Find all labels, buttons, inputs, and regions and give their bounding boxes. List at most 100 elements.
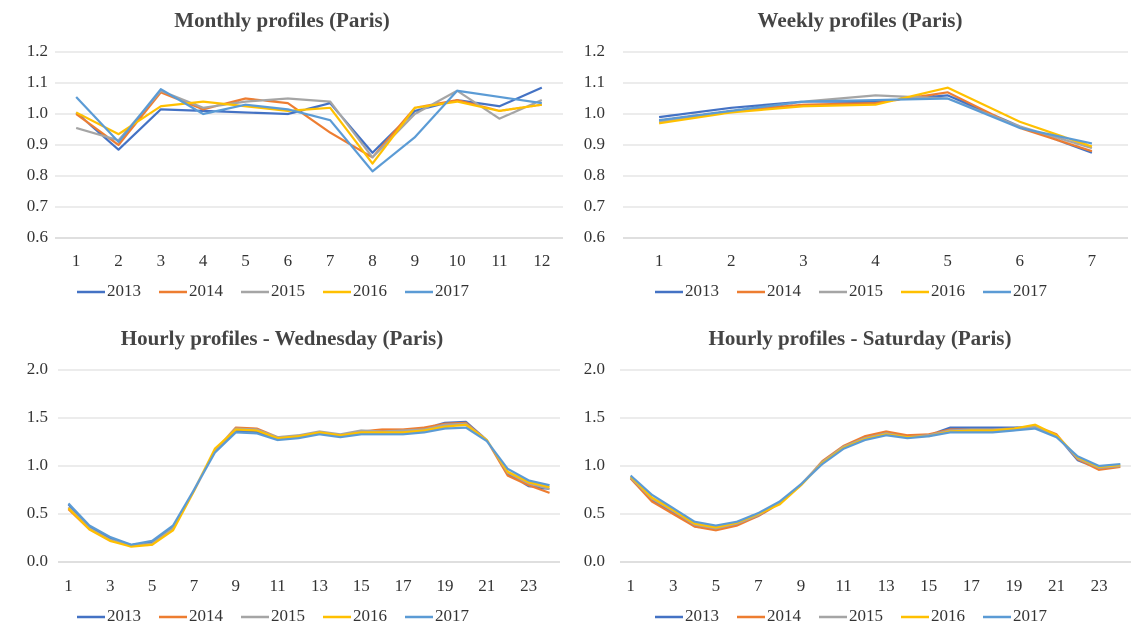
chart-panel: Hourly profiles - Saturday (Paris) 0.0 0.5…	[584, 326, 1131, 625]
chart-title: Weekly profiles (Paris)	[758, 8, 963, 32]
y-tick-label: 0.0	[584, 551, 605, 570]
x-tick-label: 3	[669, 576, 678, 595]
y-tick-label: 0.6	[27, 227, 48, 246]
x-tick-label: 5	[148, 576, 157, 595]
legend-label: 2015	[271, 606, 305, 625]
x-tick-label: 21	[1048, 576, 1065, 595]
legend-label: 2016	[931, 281, 965, 300]
legend-label: 2017	[1013, 606, 1048, 625]
legend-item: 2015	[819, 281, 883, 300]
series-line	[658, 86, 1093, 148]
x-tick-label: 8	[368, 251, 377, 270]
series-line	[75, 88, 542, 173]
legend-label: 2016	[931, 606, 965, 625]
y-tick-label: 0.9	[584, 134, 605, 153]
y-tick-label: 1.5	[584, 407, 605, 426]
legend-label: 2014	[767, 606, 802, 625]
y-tick-label: 0.5	[584, 503, 605, 522]
legend-item: 2013	[77, 606, 141, 625]
legend-item: 2016	[323, 281, 387, 300]
y-tick-label: 0.8	[584, 165, 605, 184]
x-tick-label: 13	[878, 576, 895, 595]
legend-label: 2013	[685, 606, 719, 625]
y-tick-label: 1.2	[27, 41, 48, 60]
x-tick-label: 13	[311, 576, 328, 595]
y-tick-label: 0.0	[27, 551, 48, 570]
y-tick-label: 1.1	[584, 72, 605, 91]
x-tick-label: 11	[269, 576, 285, 595]
y-tick-label: 0.6	[584, 227, 605, 246]
x-tick-label: 7	[754, 576, 763, 595]
x-tick-label: 15	[353, 576, 370, 595]
series-line	[75, 86, 543, 154]
y-tick-label: 1.0	[27, 103, 48, 122]
x-tick-label: 23	[520, 576, 537, 595]
x-tick-label: 17	[395, 576, 413, 595]
legend-label: 2016	[353, 281, 387, 300]
legend-item: 2015	[241, 281, 305, 300]
x-tick-label: 15	[920, 576, 937, 595]
legend-item: 2015	[241, 606, 305, 625]
x-tick-label: 23	[1091, 576, 1108, 595]
x-tick-label: 9	[411, 251, 420, 270]
series-line	[67, 422, 550, 547]
x-tick-label: 3	[799, 251, 808, 270]
legend-label: 2015	[271, 281, 305, 300]
x-tick-label: 17	[963, 576, 981, 595]
legend-label: 2016	[353, 606, 387, 625]
series-line	[75, 100, 542, 165]
legend-item: 2015	[819, 606, 883, 625]
x-tick-label: 6	[1016, 251, 1025, 270]
x-tick-label: 21	[478, 576, 495, 595]
x-tick-label: 2	[114, 251, 123, 270]
series-line	[67, 426, 550, 546]
legend-label: 2017	[435, 281, 470, 300]
x-tick-label: 7	[326, 251, 335, 270]
legend-item: 2014	[737, 606, 802, 625]
x-tick-label: 5	[943, 251, 952, 270]
legend-label: 2014	[189, 606, 224, 625]
x-tick-label: 12	[533, 251, 550, 270]
y-tick-label: 0.5	[27, 503, 48, 522]
legend-label: 2017	[435, 606, 470, 625]
series-line	[67, 423, 550, 548]
legend-item: 2016	[323, 606, 387, 625]
series-line	[75, 91, 542, 159]
legend-label: 2015	[849, 281, 883, 300]
legend-label: 2014	[189, 281, 224, 300]
chart-panel: Weekly profiles (Paris) 0.6 0.7 0.8 0.9 1.0 1.…	[584, 8, 1128, 300]
x-tick-label: 7	[1088, 251, 1097, 270]
x-tick-label: 9	[797, 576, 806, 595]
y-tick-label: 2.0	[27, 359, 48, 378]
series-line	[658, 97, 1093, 145]
x-tick-label: 3	[157, 251, 166, 270]
y-tick-label: 1.0	[584, 103, 605, 122]
legend-label: 2013	[107, 281, 141, 300]
series-line	[629, 423, 1121, 529]
x-tick-label: 19	[1005, 576, 1022, 595]
x-tick-label: 6	[284, 251, 293, 270]
legend-label: 2013	[107, 606, 141, 625]
x-tick-label: 9	[232, 576, 241, 595]
legend-item: 2017	[983, 281, 1048, 300]
legend-item: 2013	[655, 606, 719, 625]
legend-item: 2016	[901, 281, 965, 300]
chart-title: Hourly profiles - Saturday (Paris)	[709, 326, 1012, 350]
legend-item: 2014	[159, 281, 224, 300]
legend-item: 2017	[405, 606, 470, 625]
y-tick-label: 0.9	[27, 134, 48, 153]
legend-item: 2016	[901, 606, 965, 625]
x-tick-label: 7	[190, 576, 199, 595]
x-tick-label: 1	[72, 251, 81, 270]
y-tick-label: 1.0	[584, 455, 605, 474]
legend-item: 2013	[77, 281, 141, 300]
x-tick-label: 5	[241, 251, 250, 270]
y-tick-label: 2.0	[584, 359, 605, 378]
legend-label: 2014	[767, 281, 802, 300]
legend-label: 2015	[849, 606, 883, 625]
y-tick-label: 0.8	[27, 165, 48, 184]
x-tick-label: 2	[727, 251, 736, 270]
y-tick-label: 0.7	[27, 196, 49, 215]
